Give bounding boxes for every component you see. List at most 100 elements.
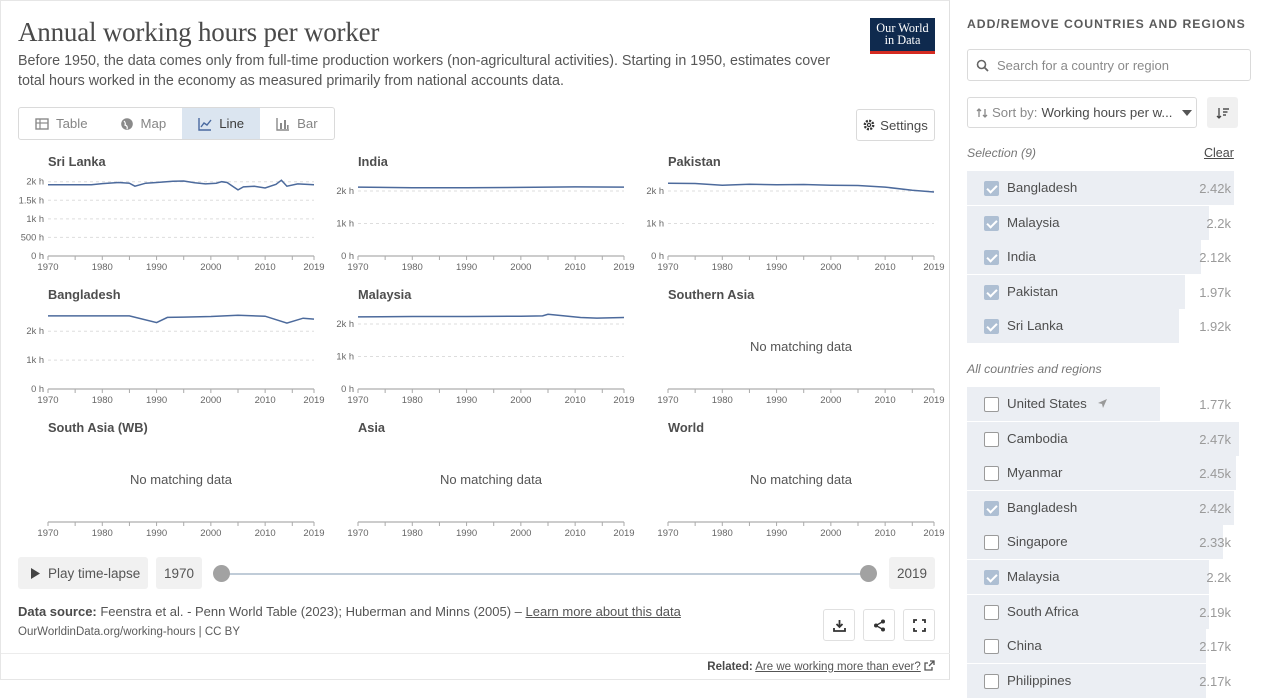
sort-dropdown[interactable]: Sort by: Working hours per w... — [967, 97, 1197, 128]
y-tick-label: 1k h — [646, 219, 664, 229]
country-checkbox[interactable] — [984, 284, 999, 300]
x-tick-label: 2019 — [923, 262, 944, 273]
country-name: Philippines — [1007, 672, 1072, 688]
country-checkbox[interactable] — [984, 250, 999, 266]
country-name: Bangladesh — [1007, 180, 1078, 195]
no-data-message: No matching data — [750, 472, 852, 487]
x-tick-label: 1990 — [146, 395, 167, 406]
sort-value: Working hours per w... — [1041, 105, 1173, 120]
country-row[interactable]: Pakistan 1.97k — [967, 274, 1239, 309]
x-tick-label: 2019 — [923, 528, 944, 539]
country-row[interactable]: Sri Lanka 1.92k — [967, 309, 1239, 344]
share-icon — [873, 619, 885, 631]
download-button[interactable] — [823, 609, 855, 641]
country-checkbox[interactable] — [984, 215, 999, 231]
country-checkbox[interactable] — [984, 535, 999, 551]
timeline-track[interactable] — [222, 573, 869, 575]
country-checkbox[interactable] — [984, 397, 999, 412]
country-row[interactable]: China 2.17k — [967, 629, 1239, 664]
country-row[interactable]: United States 1.77k — [967, 387, 1239, 421]
data-source: Data source: Feenstra et al. - Penn Worl… — [18, 604, 681, 619]
country-search-input[interactable]: Search for a country or region — [967, 49, 1251, 81]
country-value: 2.42k — [1199, 500, 1231, 516]
tab-bar[interactable]: Bar — [260, 108, 334, 139]
fullscreen-button[interactable] — [903, 609, 935, 641]
x-tick-label: 1980 — [402, 528, 423, 539]
country-row[interactable]: Bangladesh 2.42k — [967, 171, 1239, 205]
x-tick-label: 2000 — [510, 528, 531, 539]
sort-label: Sort by: — [992, 105, 1038, 120]
country-checkbox[interactable] — [984, 639, 999, 655]
sort-order-button[interactable] — [1207, 97, 1238, 128]
x-tick-label: 1980 — [92, 528, 113, 539]
y-tick-label: 1k h — [26, 214, 44, 224]
value-bar — [967, 560, 1210, 594]
clear-selection-button[interactable]: Clear — [1204, 146, 1234, 160]
external-link-icon — [924, 660, 935, 671]
tab-map[interactable]: Map — [104, 108, 183, 139]
country-checkbox[interactable] — [984, 570, 999, 585]
country-checkbox[interactable] — [984, 500, 999, 516]
end-year-handle[interactable] — [860, 565, 877, 582]
y-tick-label: 2k h — [26, 177, 44, 187]
country-checkbox[interactable] — [984, 319, 999, 335]
country-row[interactable]: India 2.12k — [967, 240, 1239, 275]
value-bar — [967, 309, 1180, 344]
country-row[interactable]: Philippines 2.17k — [967, 663, 1239, 698]
country-row[interactable]: Malaysia 2.2k — [967, 205, 1239, 240]
x-tick-label: 2010 — [875, 528, 896, 539]
country-name: China — [1007, 638, 1042, 654]
play-timelapse-button[interactable]: Play time-lapse — [18, 557, 148, 589]
owid-logo[interactable]: Our World in Data — [870, 18, 935, 54]
country-row[interactable]: Bangladesh 2.42k — [967, 490, 1239, 525]
country-row[interactable]: Malaysia 2.2k — [967, 560, 1239, 594]
start-year-box[interactable]: 1970 — [156, 557, 202, 589]
country-checkbox[interactable] — [984, 673, 999, 689]
country-row[interactable]: Myanmar 2.45k — [967, 456, 1239, 491]
small-multiples-charts: 1970 1980 1990 2000 2010 2019 0 h 500 h 1k h 1.5k… — [19, 177, 945, 539]
tab-line[interactable]: Line — [182, 108, 261, 139]
y-tick-label: 2k h — [336, 319, 354, 329]
start-year-handle[interactable] — [213, 565, 230, 582]
learn-more-link[interactable]: Learn more about this data — [525, 604, 681, 619]
country-row[interactable]: Cambodia 2.47k — [967, 421, 1239, 456]
tab-table[interactable]: Table — [19, 108, 104, 139]
series-line — [357, 186, 625, 189]
country-checkbox[interactable] — [984, 604, 999, 620]
x-tick-label: 2010 — [255, 395, 276, 406]
y-tick-label: 1k h — [336, 219, 354, 229]
source-url[interactable]: OurWorldinData.org/working-hours | CC BY — [18, 626, 240, 638]
download-icon — [832, 619, 846, 632]
country-checkbox[interactable] — [984, 431, 999, 447]
x-tick-label: 2000 — [510, 262, 531, 273]
x-tick-label: 2000 — [820, 262, 841, 273]
share-button[interactable] — [863, 609, 895, 641]
country-row[interactable]: Singapore 2.33k — [967, 525, 1239, 560]
panel-title: Southern Asia — [668, 287, 755, 302]
y-tick-label: 2k h — [26, 326, 44, 336]
settings-button[interactable]: Settings — [856, 109, 935, 141]
country-name: Singapore — [1007, 534, 1068, 550]
country-value: 2.45k — [1199, 466, 1231, 482]
x-tick-label: 2000 — [820, 395, 841, 406]
x-tick-label: 2000 — [200, 395, 221, 406]
chart-frame: Annual working hours per worker Before 1… — [0, 0, 950, 680]
country-row[interactable]: South Africa 2.19k — [967, 594, 1239, 629]
x-tick-label: 2010 — [565, 262, 586, 273]
related-link[interactable]: Are we working more than ever? — [755, 661, 921, 673]
x-tick-label: 1980 — [92, 395, 113, 406]
globe-icon — [120, 117, 133, 130]
x-tick-label: 1970 — [657, 395, 678, 406]
sort-descending-icon — [1216, 107, 1229, 119]
country-name: Myanmar — [1007, 465, 1063, 481]
value-bar — [967, 525, 1223, 560]
country-value: 2.47k — [1199, 431, 1231, 447]
country-value: 2.2k — [1206, 215, 1231, 231]
end-year-box[interactable]: 2019 — [889, 557, 935, 589]
country-checkbox[interactable] — [984, 466, 999, 482]
country-checkbox[interactable] — [984, 181, 999, 196]
y-tick-label: 1k h — [26, 355, 44, 365]
country-name: United States — [1007, 396, 1087, 411]
x-tick-label: 1990 — [146, 262, 167, 273]
series-line — [48, 179, 315, 191]
